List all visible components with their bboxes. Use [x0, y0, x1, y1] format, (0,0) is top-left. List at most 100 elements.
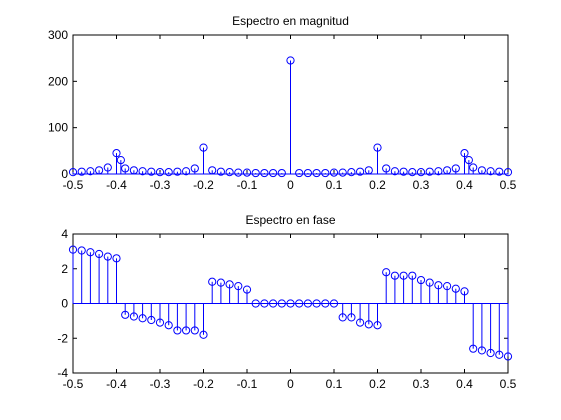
magnitude-stem-marker: [425, 167, 434, 176]
magnitude-stem-marker: [338, 168, 347, 177]
phase-xtick-label: 0.4: [456, 377, 473, 391]
magnitude-title: Espectro en magnitud: [232, 14, 349, 28]
magnitude-stem-marker: [469, 163, 478, 172]
magnitude-xtick-label: -0.4: [106, 178, 127, 192]
phase-xtick-label: -0.2: [193, 377, 214, 391]
magnitude-ytick-label: 100: [48, 121, 68, 135]
magnitude-xtick-label: -0.1: [237, 178, 258, 192]
phase-stem-marker: [347, 313, 356, 322]
magnitude-stem-marker: [312, 168, 321, 178]
phase-title: Espectro en fase: [245, 213, 335, 227]
magnitude-stem-marker: [190, 164, 199, 173]
phase-xtick-label: -0.5: [63, 377, 84, 391]
phase-ytick-label: 0: [61, 297, 68, 311]
magnitude-stem-marker: [390, 167, 399, 176]
magnitude-ytick-label: 300: [48, 28, 68, 42]
magnitude-stem-marker: [277, 168, 286, 178]
phase-stem-marker: [112, 254, 121, 263]
magnitude-stem-marker: [225, 168, 234, 177]
magnitude-stem-marker: [408, 168, 417, 177]
magnitude-stem-marker: [477, 166, 486, 175]
magnitude-stem-marker: [182, 167, 191, 176]
magnitude-xtick-label: -0.2: [193, 178, 214, 192]
phase-stem-marker: [312, 299, 321, 308]
phase-stem-marker: [373, 321, 382, 330]
magnitude-stem-marker: [164, 168, 173, 177]
phase-stem-marker: [469, 344, 478, 353]
magnitude-xtick-label: 0.3: [413, 178, 430, 192]
phase-stem-marker: [295, 299, 304, 308]
magnitude-stem-marker: [173, 167, 182, 176]
magnitude-xtick-label: 0.4: [456, 178, 473, 192]
magnitude-stem-marker: [329, 168, 339, 177]
phase-stem-marker: [390, 271, 399, 280]
magnitude-stem-marker: [443, 166, 452, 175]
phase-stem-marker: [147, 315, 156, 325]
magnitude-stem-marker: [373, 143, 382, 152]
phase-stem-marker: [251, 299, 260, 308]
phase-stem-marker: [434, 281, 443, 290]
phase-stem-marker: [95, 249, 104, 259]
phase-stem-marker: [356, 318, 365, 327]
phase-stem-marker: [329, 299, 339, 308]
phase-stem-marker: [260, 299, 269, 308]
phase-stem-marker: [451, 284, 460, 293]
magnitude-stem-marker: [269, 168, 278, 178]
magnitude-stem-marker: [199, 143, 208, 152]
magnitude-stem-marker: [95, 166, 104, 175]
magnitude-stem-marker: [303, 168, 312, 178]
magnitude-xtick-label: 0: [287, 178, 294, 192]
magnitude-stem-marker: [138, 167, 147, 176]
magnitude-xtick-label: 0.5: [500, 178, 517, 192]
phase-stem-marker: [242, 285, 252, 294]
phase-stem-marker: [182, 326, 191, 335]
magnitude-stem-marker: [242, 168, 252, 177]
magnitude-stem-marker: [129, 166, 138, 175]
magnitude-stem-marker: [321, 168, 330, 178]
magnitude-stem-marker: [208, 166, 217, 175]
phase-stem-marker: [173, 326, 182, 335]
phase-stem-marker: [234, 282, 243, 291]
phase-xtick-label: 0.5: [500, 377, 517, 391]
phase-ytick-label: 4: [61, 227, 68, 241]
magnitude-stem-marker: [451, 164, 460, 173]
magnitude-stem-marker: [116, 156, 125, 165]
magnitude-stem-marker: [434, 167, 443, 176]
magnitude-stem-marker: [86, 167, 95, 176]
magnitude-stem-marker: [364, 166, 373, 175]
magnitude-stem-marker: [155, 168, 165, 177]
phase-xtick-label: 0.1: [326, 377, 343, 391]
phase-ytick-label: 2: [61, 262, 68, 276]
phase-stem-marker: [208, 277, 217, 286]
phase-spectrum-panel: Espectro en fase -0.5 -0.4 -0.3 -0.2 -0.1 0 0.…: [57, 213, 516, 391]
phase-stem-marker: [399, 271, 408, 280]
magnitude-stem-marker: [495, 167, 504, 176]
magnitude-stem-marker: [347, 168, 356, 177]
magnitude-stem-marker: [77, 167, 86, 176]
phase-stem-marker: [477, 346, 486, 355]
phase-stem-marker: [129, 312, 138, 321]
phase-stem-marker: [164, 321, 173, 330]
phase-stem-marker: [277, 299, 286, 308]
phase-stem-marker: [86, 248, 95, 257]
magnitude-stems: [68, 56, 513, 178]
phase-stem-marker: [495, 350, 504, 359]
magnitude-stem-marker: [251, 168, 260, 178]
magnitude-stem-marker: [460, 149, 469, 158]
phase-stem-marker: [382, 268, 391, 277]
magnitude-stem-marker: [216, 167, 225, 176]
magnitude-stem-marker: [486, 167, 495, 176]
magnitude-stem-marker: [112, 149, 121, 158]
phase-stem-marker: [68, 245, 78, 254]
magnitude-stem-marker: [68, 168, 78, 177]
phase-stem-marker: [416, 275, 426, 285]
phase-xtick-label: -0.4: [106, 377, 127, 391]
phase-xtick-label: -0.3: [150, 377, 171, 391]
phase-stem-marker: [303, 299, 312, 308]
phase-ytick-label: -4: [57, 366, 68, 380]
phase-stem-marker: [321, 299, 330, 308]
phase-stem-marker: [190, 326, 199, 335]
phase-xtick-label: 0: [287, 377, 294, 391]
phase-stem-marker: [286, 299, 295, 308]
